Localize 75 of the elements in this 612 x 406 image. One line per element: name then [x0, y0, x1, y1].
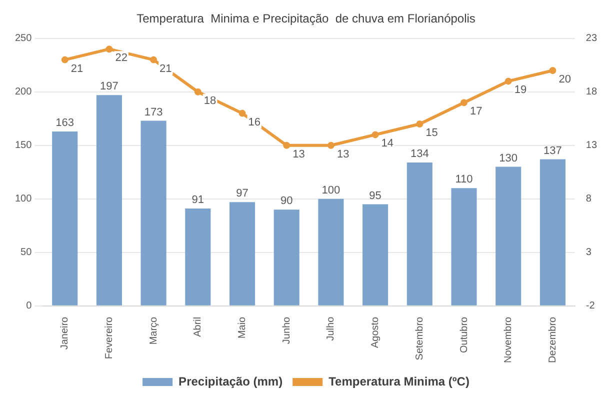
point — [194, 88, 202, 96]
y-tick-label: 250 — [14, 33, 32, 44]
data-label: 22 — [115, 52, 128, 64]
bar — [362, 204, 388, 306]
y-tick-label: 200 — [14, 86, 32, 98]
y-tick-label: 50 — [20, 247, 32, 258]
y2-tick-label: -2 — [586, 300, 596, 312]
x-tick-label: Agosto — [370, 316, 382, 348]
x-tick-label: Dezembro — [547, 316, 558, 364]
x-tick-label: Maio — [237, 316, 248, 339]
data-label: 134 — [410, 148, 429, 160]
y-tick-label: 150 — [14, 140, 32, 152]
bar — [274, 210, 300, 306]
data-label: 130 — [499, 152, 518, 164]
point — [106, 46, 113, 53]
y-tick-label: 0 — [26, 300, 32, 312]
data-label: 110 — [455, 174, 473, 186]
bar — [318, 198, 344, 306]
y2-tick-label: 18 — [586, 86, 598, 98]
data-label: 173 — [144, 106, 163, 118]
bar — [540, 159, 566, 306]
point — [416, 120, 424, 128]
point — [61, 56, 68, 64]
data-label: 97 — [236, 188, 248, 200]
data-label: 14 — [381, 138, 394, 150]
data-label: 91 — [192, 194, 204, 206]
data-label: 100 — [322, 184, 340, 196]
data-label: 21 — [160, 62, 172, 75]
point — [549, 66, 556, 74]
bar — [185, 208, 211, 306]
data-label: 13 — [336, 148, 350, 160]
data-label: 18 — [204, 94, 216, 107]
point — [283, 142, 290, 149]
y2-tick-label: 8 — [586, 194, 592, 205]
data-label: 15 — [426, 127, 438, 140]
point — [238, 110, 246, 117]
point — [504, 78, 512, 85]
legend-label: Temperatura Minima (ºC) — [328, 374, 470, 388]
y2-tick-label: 3 — [586, 247, 592, 258]
y2-tick-label: 23 — [586, 33, 598, 44]
data-label: 17 — [470, 106, 482, 118]
bar — [52, 131, 78, 306]
x-tick-label: Fevereiro — [104, 316, 115, 360]
data-label: 137 — [544, 144, 562, 157]
bar — [406, 162, 432, 306]
data-label: 163 — [56, 117, 74, 130]
y-tick-label: 100 — [14, 194, 32, 205]
x-tick-label: Setembro — [414, 316, 426, 360]
point — [150, 56, 158, 64]
point — [460, 99, 468, 106]
x-tick-label: Abril — [192, 316, 204, 337]
x-tick-label: Outubro — [458, 316, 470, 354]
x-tick-label: Março — [148, 316, 160, 345]
data-label: 19 — [514, 84, 527, 96]
data-label: 197 — [100, 80, 118, 93]
bar — [451, 188, 477, 306]
y2-tick-label: 13 — [586, 140, 598, 152]
data-label: 95 — [369, 190, 382, 202]
data-label: 21 — [70, 62, 84, 75]
legend-label: Precipitação (mm) — [178, 374, 283, 388]
data-label: 13 — [292, 148, 305, 160]
bar — [140, 120, 166, 306]
bar — [96, 95, 122, 306]
bar — [496, 166, 522, 306]
point — [372, 131, 379, 138]
point — [327, 142, 334, 149]
x-tick-label: Janeiro — [60, 316, 71, 350]
x-tick-label: Junho — [281, 316, 292, 344]
data-label: 20 — [558, 74, 571, 86]
data-label: 16 — [248, 116, 261, 128]
bar — [229, 202, 256, 306]
x-tick-label: Novembro — [503, 316, 514, 364]
chart-title: Temperatura Minima e Precipitação de chuva em Florianópolis — [136, 12, 476, 26]
x-tick-label: Julho — [326, 316, 337, 341]
data-label: 90 — [280, 195, 293, 208]
